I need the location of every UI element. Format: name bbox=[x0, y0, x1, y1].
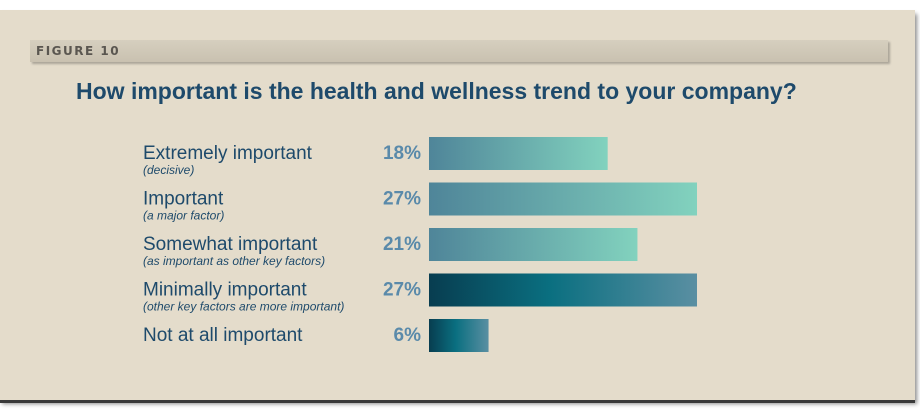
bar-2 bbox=[429, 228, 638, 261]
value-label-4: 6% bbox=[394, 325, 422, 346]
category-sublabel-3: (other key factors are more important) bbox=[143, 300, 344, 314]
value-label-2: 21% bbox=[383, 234, 421, 255]
bar-3 bbox=[429, 273, 697, 307]
figure-label: FIGURE 10 bbox=[36, 44, 121, 58]
value-label-0: 18% bbox=[383, 143, 421, 164]
category-sublabel-1: (a major factor) bbox=[143, 209, 224, 223]
category-label-1: Important bbox=[143, 189, 224, 210]
category-sublabel-0: (decisive) bbox=[143, 163, 194, 177]
category-label-4: Not at all important bbox=[143, 325, 303, 346]
category-label-0: Extremely important bbox=[143, 143, 313, 164]
bars-group: Extremely important(decisive) 18% Importan… bbox=[143, 137, 697, 352]
bar-0 bbox=[429, 137, 608, 170]
value-label-1: 27% bbox=[383, 189, 421, 210]
figure-header-bar: FIGURE 10 bbox=[30, 40, 888, 62]
category-sublabel-2: (as important as other key factors) bbox=[143, 254, 325, 268]
value-label-3: 27% bbox=[383, 280, 421, 301]
category-label-3: Minimally important bbox=[143, 280, 307, 301]
bar-4 bbox=[429, 319, 489, 352]
chart-title: How important is the health and wellness… bbox=[76, 78, 797, 104]
bar-1 bbox=[429, 182, 697, 216]
category-label-2: Somewhat important bbox=[143, 234, 318, 255]
